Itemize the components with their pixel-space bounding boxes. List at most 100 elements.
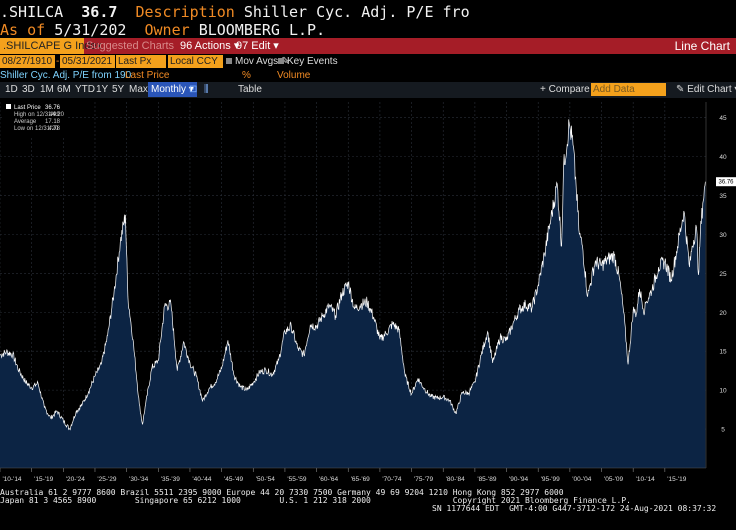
description-label: Description [135,3,235,21]
x-tick-label: '90-'94 [509,476,528,483]
legend-value: 44.20 [49,112,65,118]
asof-label: As of [0,21,46,39]
legend-label: Last Price [14,105,41,111]
series-name[interactable]: Shiller Cyc. Adj. P/E from 190 [0,70,132,81]
range-dash: - [56,56,60,67]
bar-chart-icon[interactable]: ⫼ [204,84,209,95]
chart-area: 5 10 15 20 25 30 35 40 45 '10-'14 '15-'19 '20-'24 '… [0,98,736,488]
period-1d[interactable]: 1D [5,84,18,95]
pencil-icon: ✎ [280,56,290,67]
period-5y[interactable]: 5Y [112,84,125,95]
owner-label: Owner [144,21,190,39]
legend-box [4,101,67,137]
x-tick-label: '45-'49 [224,476,243,483]
period-row: 1D 3D 1M 6M YTD 1Y 5Y Max Monthly ▾ ⊡ ⫼ … [0,82,736,98]
x-tick-label: '15-'19 [667,476,686,483]
x-tick-label: '55-'59 [287,476,306,483]
header-line-1: .SHILCA 36.7 Description Shiller Cyc. Ad… [0,3,470,21]
legend-label: High on 12/31/99 [14,112,60,118]
x-tick-label: '20-'24 [66,476,85,483]
price: 36.7 [81,3,118,21]
x-tick-label: '50-'54 [256,476,275,483]
start-date-field[interactable]: 08/27/1910 [0,55,55,68]
footer-line-3: SN 1177644 EDT GMT-4:00 G447-3712-172 24… [432,504,717,513]
checkbox-icon [278,58,284,64]
x-tick-label: '40-'44 [192,476,211,483]
y-tick-label: 15 [719,349,727,356]
x-tick-label: '10-'14 [636,476,655,483]
period-1y[interactable]: 1Y [96,84,109,95]
legend: Last Price 36.76 High on 12/31/99 44.20 … [4,101,67,137]
y-tick-label: 5 [721,427,725,434]
x-tick-label: '75-'79 [414,476,433,483]
legend-value: 17.18 [45,119,61,125]
key-events-toggle[interactable]: Key Events [278,55,338,68]
mov-avgs-toggle[interactable]: Mov Avgs ✎ [226,55,289,68]
field-select[interactable]: Last Px [116,55,166,68]
compare-button[interactable]: + Compare ▾ [540,84,598,95]
y-tick-label: 30 [719,232,727,239]
y-tick-label: 35 [719,193,727,200]
ticker: .SHILCA [0,3,64,21]
series-field: Last Price [125,70,170,81]
last-price-tag: 36.76 [716,177,736,187]
frequency-select[interactable]: Monthly ▾ [148,82,197,97]
x-tick-label: '65-'69 [351,476,370,483]
x-tick-label: '10-'14 [2,476,21,483]
owner: BLOOMBERG L.P. [198,21,326,39]
key-events-label: Key Events [287,56,338,67]
period-max[interactable]: Max [129,84,148,95]
table-button[interactable]: Table [238,84,262,95]
x-tick-label: '30-'34 [129,476,148,483]
asof-date: 5/31/202 [54,21,127,39]
pencil-icon: ✎ [676,84,685,95]
period-1m[interactable]: 1M [40,84,54,95]
legend-swatch [6,104,11,109]
y-tick-label: 10 [719,388,727,395]
range-row: 08/27/1910 - 05/31/2021 Last Px Local CC… [0,55,736,69]
last-price-tag-box [716,177,736,187]
toolbar: .SHILCAPE G Index Suggested Charts 96 Ac… [0,38,736,54]
y-tick-label: 25 [719,271,727,278]
period-3d[interactable]: 3D [22,84,35,95]
x-tick-label: '00-'04 [572,476,591,483]
series-area [0,119,706,469]
line-chart-icon[interactable]: ⊡ [189,84,198,95]
x-tick-label: '25-'29 [97,476,116,483]
actions-menu[interactable]: 96 Actions ▾ [180,40,240,52]
currency-select[interactable]: Local CCY [168,55,223,68]
end-date-field[interactable]: 05/31/2021 [60,55,115,68]
legend-label: Average [14,119,37,125]
x-tick-label: '70-'74 [382,476,401,483]
chart-type-label[interactable]: Line Chart [674,39,730,53]
mov-avgs-label: Mov Avgs [235,56,279,67]
x-tick-label: '95-'99 [541,476,560,483]
edit-chart-button[interactable]: ✎ Edit Chart ▾ [676,82,736,97]
legend-value: 36.76 [45,105,61,111]
edit-chart-label: Edit Chart ▾ [687,84,736,95]
add-data-input[interactable]: Add Data [591,83,666,96]
x-tick-label: '05-'09 [604,476,623,483]
series-unit: % [242,70,251,81]
legend-label: Low on 12/31/20 [14,126,59,132]
y-tick-label: 45 [719,115,727,122]
footer-line-2: Japan 81 3 4565 8900 Singapore 65 6212 1… [0,496,631,505]
series-line [0,119,706,431]
y-tick-label: 20 [719,310,727,317]
period-6m[interactable]: 6M [57,84,71,95]
checkbox-icon [226,58,232,64]
description: Shiller Cyc. Adj. P/E fro [243,3,470,21]
y-tick-label: 40 [719,154,727,161]
volume-label: Volume [277,70,311,81]
edit-menu[interactable]: 97 Edit ▾ [236,40,279,52]
ticker-box[interactable]: .SHILCAPE G Index [0,38,102,54]
x-tick-label: '60-'64 [319,476,338,483]
x-tick-label: '35-'39 [161,476,180,483]
header-line-2: As of 5/31/202 Owner BLOOMBERG L.P. [0,21,325,39]
legend-value: 4.78 [48,126,60,132]
last-price-tag-label: 36.76 [718,180,734,186]
x-tick-label: '80-'84 [446,476,465,483]
period-ytd[interactable]: YTD [75,84,95,95]
suggested-charts-button[interactable]: Suggested Charts [86,40,175,52]
x-tick-label: '85-'89 [477,476,496,483]
